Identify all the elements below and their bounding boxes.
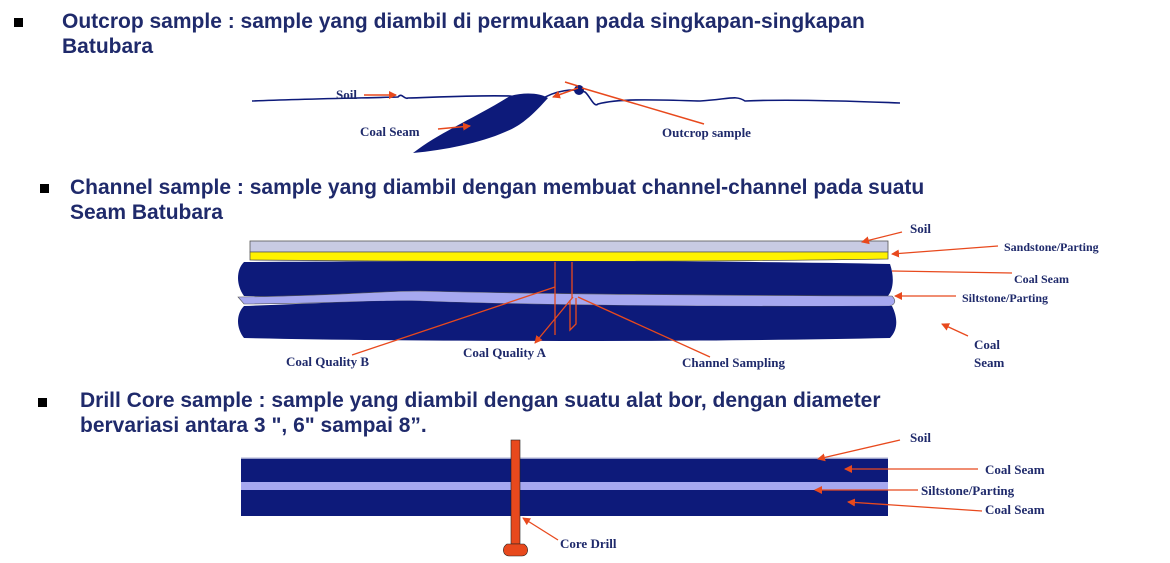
outcrop-arrow-1 (552, 87, 579, 99)
quality-b-arrow (351, 286, 556, 356)
core-drill-arrow (522, 517, 559, 541)
channel-lower-coal-seam (238, 300, 897, 341)
drill-soil-arrow (817, 439, 901, 462)
drill-soil-label: Soil (910, 430, 931, 445)
channel-sampling-label: Channel Sampling (682, 355, 785, 370)
channel-seam-label: Seam (974, 355, 1005, 370)
coal-quality-b-label: Coal Quality B (286, 354, 369, 369)
channel-soil-layer (249, 240, 889, 253)
quality-a-channel-outline (569, 262, 577, 332)
outcrop-arrow-2 (581, 87, 705, 125)
channel-heading-line1: Channel sample : sample yang diambil den… (70, 176, 925, 199)
outcrop-sample-point (574, 85, 584, 95)
channel-soil-label: Soil (910, 221, 931, 236)
outcrop-arrow-3 (564, 81, 579, 87)
outcrop-sample-label: Outcrop sample (662, 125, 751, 140)
outcrop-heading-line2: Batubara (62, 35, 154, 58)
channel-coal-label: Coal (974, 337, 1000, 352)
bullet-marker-2 (40, 184, 49, 193)
drill-heading-line2: bervariasi antara 3 ", 6" sampai 8”. (80, 414, 427, 437)
outcrop-soil-label: Soil (336, 87, 357, 102)
bullet-marker-3 (38, 398, 47, 407)
drill-coal-seam-top-label: Coal Seam (985, 462, 1045, 477)
channel-coal-arrow (941, 323, 969, 337)
channel-siltstone-label: Siltstone/Parting (962, 291, 1048, 305)
channel-sandstone-label: Sandstone/Parting (1004, 240, 1099, 254)
channel-sandstone-layer (249, 251, 889, 262)
drill-lower-coal-seam (241, 490, 888, 516)
channel-diagram: Soil Sandstone/Parting Coal Seam Siltsto… (237, 221, 1099, 370)
drill-siltstone-layer (241, 482, 888, 490)
outcrop-coal-seam-shape (413, 93, 548, 153)
quality-a-arrow (534, 296, 574, 344)
channel-soil-arrow (861, 231, 903, 245)
bullet-marker-1 (14, 18, 23, 27)
drill-upper-coal-seam (241, 458, 888, 482)
core-drill-label: Core Drill (560, 536, 617, 551)
core-drill-bit (503, 543, 528, 557)
channel-sampling-arrow (577, 296, 711, 358)
channel-sandstone-arrow (891, 245, 999, 258)
coal-quality-a-label: Coal Quality A (463, 345, 547, 360)
drill-siltstone-label: Siltstone/Parting (921, 483, 1015, 498)
channel-heading-line2: Seam Batubara (70, 201, 223, 224)
outcrop-diagram: Soil Coal Seam Outcrop sample (251, 81, 901, 153)
outcrop-heading-line1: Outcrop sample : sample yang diambil di … (62, 10, 865, 33)
coal-seam-arrow (437, 122, 471, 131)
ground-surface-line (251, 89, 901, 106)
drill-coal-seam-bottom-label: Coal Seam (985, 502, 1045, 517)
outcrop-coal-seam-label: Coal Seam (360, 124, 420, 139)
drill-core-diagram: Soil Coal Seam Siltstone/Parting Coal Se… (241, 430, 1045, 557)
channel-coalseam-arrow (891, 270, 1013, 274)
drill-coalseam-bottom-arrow (847, 498, 983, 512)
drill-heading-line1: Drill Core sample : sample yang diambil … (80, 389, 881, 412)
channel-upper-coal-seam (238, 261, 893, 299)
channel-coal-seam-label: Coal Seam (1014, 272, 1069, 286)
core-drill-shaft (510, 439, 521, 545)
